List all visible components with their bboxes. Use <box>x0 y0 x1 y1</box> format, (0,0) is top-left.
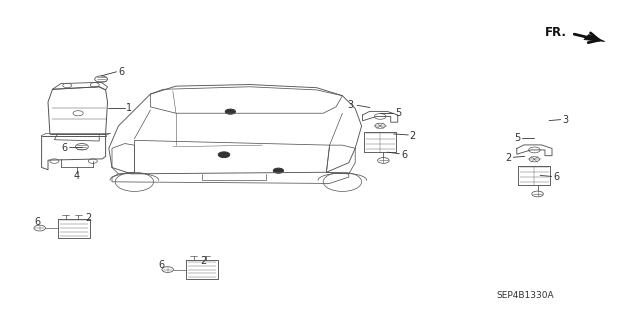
Text: SEP4B1330A: SEP4B1330A <box>496 291 554 300</box>
Text: 6: 6 <box>34 217 40 227</box>
Text: 6: 6 <box>118 67 125 77</box>
Text: 6: 6 <box>554 172 560 182</box>
Text: 2: 2 <box>200 256 207 266</box>
Text: 5: 5 <box>395 108 401 118</box>
Text: FR.: FR. <box>545 26 566 39</box>
Text: 4: 4 <box>74 171 80 181</box>
Text: 2: 2 <box>85 212 92 223</box>
Text: 3: 3 <box>348 100 354 110</box>
Text: 2: 2 <box>410 130 416 141</box>
Polygon shape <box>584 34 605 41</box>
Text: 1: 1 <box>126 103 132 114</box>
Text: 5: 5 <box>514 133 520 143</box>
Text: 2: 2 <box>506 153 512 163</box>
Circle shape <box>218 152 230 158</box>
Text: 6: 6 <box>61 143 67 153</box>
Text: 6: 6 <box>401 150 408 160</box>
Text: 6: 6 <box>159 260 165 270</box>
Circle shape <box>225 109 236 114</box>
Circle shape <box>273 168 284 173</box>
Text: 3: 3 <box>562 115 568 125</box>
